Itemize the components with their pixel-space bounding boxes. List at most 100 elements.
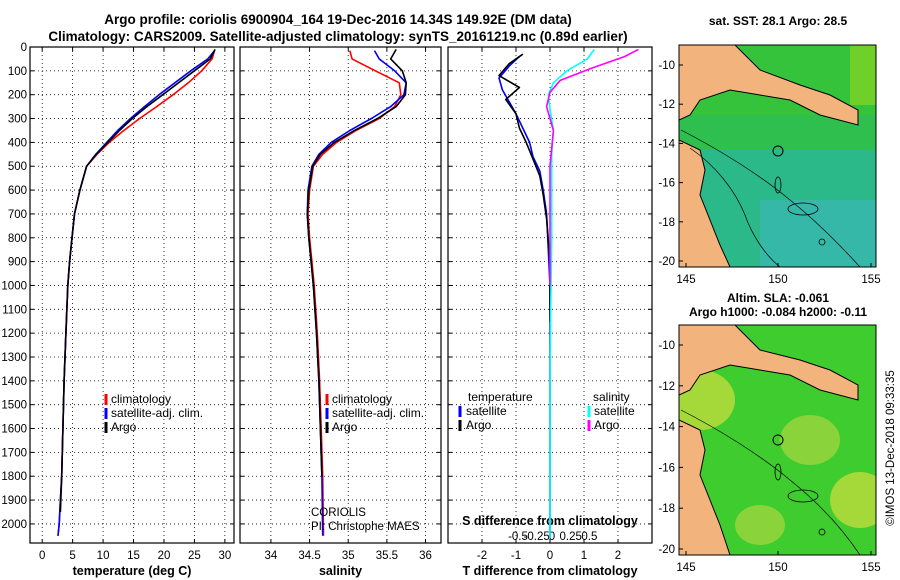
- depth-tick-label: 0: [21, 42, 27, 54]
- diff-xtick-label: -1: [511, 550, 521, 562]
- depth-tick-label: 1900: [1, 495, 27, 507]
- figure-title-line1: Argo profile: coriolis 6900904_164 19-De…: [104, 12, 571, 27]
- top-ytick-label: -12: [658, 99, 675, 111]
- diff-xtick-label: 0: [547, 550, 553, 562]
- sal-frame: [239, 46, 442, 544]
- sal-legend-label: satellite-adj. clim.: [332, 406, 424, 420]
- temp-xtick-label: 15: [127, 550, 140, 562]
- bottom-xtick-label: 155: [861, 562, 880, 574]
- top-ytick-label: -20: [658, 256, 675, 268]
- bottom-xtick-label: 150: [768, 562, 787, 574]
- temp-legend-label: satellite-adj. clim.: [111, 406, 203, 420]
- diff-s-tick-label: -0.25: [524, 531, 550, 543]
- sal-xtick-label: 34: [265, 550, 278, 562]
- depth-tick-label: 400: [8, 137, 27, 149]
- depth-tick-label: 1100: [2, 304, 27, 316]
- depth-tick-label: 1500: [1, 400, 27, 412]
- temp-xtick-label: 10: [97, 550, 110, 562]
- temp-xtick-label: 5: [69, 550, 75, 562]
- sal-xlabel: salinity: [319, 564, 362, 578]
- depth-tick-label: 1400: [1, 376, 27, 388]
- temp-xlabel: temperature (deg C): [73, 564, 192, 578]
- depth-tick-label: 1000: [1, 280, 27, 292]
- diff-frame: [447, 46, 653, 544]
- pi-note: PI: Christophe MAES: [311, 521, 420, 533]
- depth-tick-label: 100: [8, 66, 27, 78]
- temp-xtick-label: 25: [188, 550, 201, 562]
- bottom-ytick-label: -18: [658, 503, 675, 515]
- diff-legend-temperature-title: temperature: [468, 390, 533, 404]
- depth-tick-label: 2000: [1, 519, 27, 531]
- sla-map: [678, 324, 877, 556]
- diff-legend-label: satellite: [466, 404, 507, 418]
- sst-map-title: sat. SST: 28.1 Argo: 28.5: [709, 14, 848, 28]
- diff-xlabel: T difference from climatology: [462, 564, 637, 578]
- sal-xtick-label: 34.5: [298, 550, 320, 562]
- sal-legend-label: Argo: [332, 420, 358, 434]
- coriolis-note: CORIOLIS: [311, 507, 366, 519]
- temperature-panel: 0100200300400500600700800900100011001200…: [1, 42, 235, 578]
- bottom-ytick-label: -20: [658, 544, 675, 556]
- diff-series-t-argo: [498, 53, 551, 322]
- diff-s-tick-label: 0.5: [581, 531, 597, 543]
- bottom-ytick-label: -14: [658, 422, 675, 434]
- top-xtick-label: 155: [861, 274, 880, 286]
- depth-tick-label: 500: [8, 161, 27, 173]
- temp-series-climatology: [57, 50, 216, 536]
- bottom-ytick-label: -16: [658, 462, 675, 474]
- salinity-panel: 34 34.5 35 35.5 36 salinity climatologysatelli…: [239, 46, 442, 578]
- sal-xtick-label: 35.5: [376, 550, 398, 562]
- diff-xtick-label: -2: [477, 550, 487, 562]
- temp-series-satellite-adj-clim-: [57, 50, 216, 536]
- depth-tick-label: 1700: [1, 447, 27, 459]
- sla-map-title-line2: Argo h1000: -0.084 h2000: -0.11: [689, 305, 867, 319]
- diff-legend-salinity-title: salinity: [593, 390, 630, 404]
- depth-tick-label: 200: [8, 90, 27, 102]
- depth-tick-label: 700: [8, 209, 27, 221]
- temp-legend-label: climatology: [111, 392, 171, 406]
- diff-s-tick-label: -0.5: [508, 531, 528, 543]
- temp-legend-label: Argo: [111, 420, 137, 434]
- depth-tick-label: 1200: [1, 328, 27, 340]
- diff-s-tick-label: 0: [549, 531, 555, 543]
- depth-tick-label: 800: [8, 233, 27, 245]
- top-ytick-label: -16: [658, 178, 675, 190]
- bottom-ytick-label: -12: [658, 381, 675, 393]
- temp-xtick-label: 0: [39, 550, 45, 562]
- diff-xtick-label: 1: [581, 550, 587, 562]
- diff-legend-label: Argo: [594, 418, 620, 432]
- top-ytick-label: -10: [658, 60, 675, 72]
- diff-series-t-satellite: [498, 55, 551, 539]
- sal-legend-label: climatology: [332, 392, 392, 406]
- depth-tick-label: 1300: [1, 352, 27, 364]
- sal-xtick-label: 36: [419, 550, 432, 562]
- sal-xtick-label: 35: [342, 550, 355, 562]
- figure-title-line2: Climatology: CARS2009. Satellite-adjuste…: [48, 29, 627, 44]
- depth-tick-label: 1800: [1, 471, 27, 483]
- top-ytick-label: -18: [658, 217, 675, 229]
- diff-series-s-argo: [545, 48, 639, 286]
- sst-map: [678, 44, 877, 268]
- bottom-ytick-label: -10: [658, 340, 675, 352]
- temp-xtick-label: 20: [158, 550, 171, 562]
- bottom-xtick-label: 145: [676, 562, 695, 574]
- imos-credit: ©IMOS 13-Dec-2018 09:33:35: [885, 370, 897, 526]
- temp-series-argo: [59, 49, 216, 513]
- depth-tick-label: 1600: [1, 424, 27, 436]
- depth-tick-label: 600: [8, 185, 27, 197]
- sal-series-argo: [306, 48, 408, 477]
- temp-xtick-label: 30: [218, 550, 231, 562]
- diff-legend-label: satellite: [594, 404, 635, 418]
- diff-series-s-satellite: [547, 48, 595, 539]
- diff-xtick-label: 2: [615, 550, 621, 562]
- temp-frame: [29, 46, 235, 544]
- diff-legend-label: Argo: [466, 418, 492, 432]
- sla-map-title-line1: Altim. SLA: -0.061: [727, 291, 829, 305]
- top-ytick-label: -14: [658, 138, 675, 150]
- diff-s-tick-label: 0.25: [560, 531, 582, 543]
